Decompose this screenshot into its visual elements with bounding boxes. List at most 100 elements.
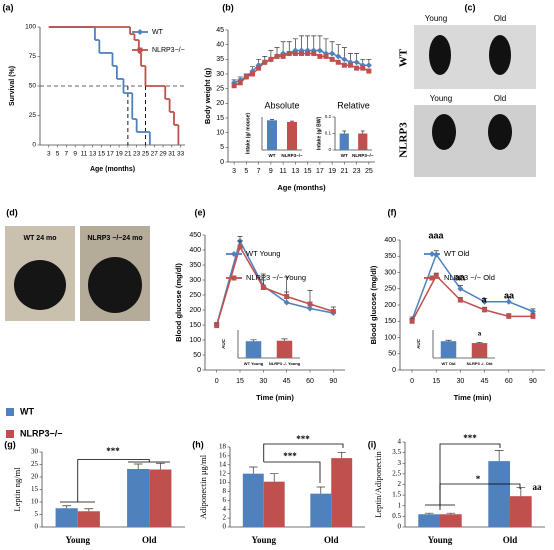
x-tick-label: WT	[341, 153, 348, 158]
series-line	[215, 238, 334, 326]
data-point	[335, 53, 342, 60]
series-line	[411, 253, 534, 320]
bar	[263, 481, 285, 527]
annotation: aa	[455, 272, 466, 282]
y-tick-label: 0	[398, 523, 402, 531]
mouse	[429, 35, 451, 75]
significance-bracket	[263, 461, 321, 483]
x-tick-label: 25	[365, 168, 373, 175]
error-bar	[494, 450, 504, 462]
bar	[267, 120, 277, 150]
data-point	[457, 297, 463, 303]
data-point	[311, 50, 317, 56]
x-axis-title: Age (months)	[277, 183, 326, 192]
y-axis-title: Blood glucose (mg/dl)	[174, 263, 183, 342]
y-tick-label: 30	[31, 448, 39, 456]
legend-label: WT	[152, 29, 164, 36]
y-tick-label: 18	[219, 443, 227, 451]
y-tick-label: 0	[392, 367, 396, 374]
x-tick-label: 19	[115, 151, 123, 158]
x-tick-label: 0	[410, 378, 414, 385]
data-point	[457, 285, 464, 292]
legend-label: NLRP3−/−	[20, 428, 63, 438]
y-tick-label: 30	[216, 71, 224, 78]
y-tick-label: 150	[384, 318, 396, 325]
y-tick-label: 0.1	[325, 131, 332, 136]
x-tick-label: 17	[107, 151, 115, 158]
panel-label: (c)	[465, 2, 476, 12]
x-tick-label: 31	[168, 151, 176, 158]
y-tick-label: 300	[384, 269, 396, 276]
x-tick-label: Old	[324, 535, 339, 545]
annotation: ***	[106, 446, 120, 456]
y-tick-label: 10	[31, 498, 39, 506]
y-tick-label: 50	[388, 351, 396, 358]
y-axis-title: Body weight (g)	[203, 67, 212, 124]
x-axis-title: Time (min)	[454, 393, 492, 402]
x-tick-label: 60	[505, 378, 513, 385]
y-tick-label: 100	[384, 334, 396, 341]
y-axis-title: Adiponectin μg/ml	[198, 454, 208, 519]
panel-label: (b)	[222, 2, 234, 12]
data-point	[353, 59, 360, 66]
data-point	[283, 299, 290, 306]
y-axis-title: Survival (%)	[9, 66, 16, 106]
y-tick-label: 3.5	[392, 448, 401, 456]
y-tick-label: 1	[398, 501, 402, 509]
y-tick-label: 0	[328, 147, 331, 152]
y-axis-title: Leptin ng/ml	[12, 467, 22, 512]
data-point	[284, 294, 290, 299]
y-tick-label: 2	[223, 514, 227, 522]
column-label: Young	[425, 14, 447, 23]
y-tick-label: 0	[197, 367, 201, 374]
annotation: aaa	[428, 230, 444, 240]
y-tick-label: 0	[32, 142, 36, 149]
x-tick-label: 21	[340, 168, 348, 175]
x-tick-label: 7	[65, 151, 69, 158]
legend-marker	[429, 275, 435, 281]
bar	[77, 511, 100, 527]
row-label: NLRP3	[398, 122, 410, 158]
data-point	[286, 50, 292, 56]
data-point	[250, 71, 255, 77]
legend-marker	[231, 275, 237, 281]
bar	[287, 121, 297, 150]
y-tick-label: 0.2	[325, 114, 332, 119]
y-tick-label: 0	[220, 159, 224, 166]
x-tick-label: 17	[316, 168, 324, 175]
x-tick-label: 45	[283, 378, 291, 385]
legend-label: WT Young	[246, 249, 280, 258]
x-tick-label: 33	[177, 151, 185, 158]
data-point	[274, 53, 280, 59]
error-bar	[281, 338, 288, 341]
photo	[414, 105, 536, 177]
x-tick-label: 15	[98, 151, 106, 158]
inset-title: Absolute	[264, 100, 299, 110]
data-point	[231, 83, 237, 89]
x-tick-label: NLRP3−/−	[281, 153, 303, 158]
x-tick-label: Young	[428, 535, 453, 545]
y-tick-label: 300	[189, 277, 201, 284]
legend-label: NLRP3 −/− Old	[444, 273, 495, 282]
annotation: ***	[296, 434, 310, 444]
data-point	[505, 298, 512, 305]
error-bar	[342, 130, 347, 134]
x-tick-label: WT Old	[442, 361, 457, 366]
y-tick-label: 20	[216, 100, 224, 107]
x-tick-label: Old	[142, 535, 157, 545]
panel-label: (e)	[195, 207, 206, 217]
data-point	[433, 273, 439, 279]
y-tick-label: 100	[25, 24, 36, 31]
error-bar	[445, 339, 452, 342]
mouse	[489, 35, 511, 75]
y-tick-label: 350	[384, 253, 396, 260]
bar	[245, 341, 262, 358]
x-tick-label: 30	[457, 378, 465, 385]
error-bar	[284, 276, 290, 297]
x-tick-label: 45	[481, 378, 489, 385]
y-axis-title: AUC	[221, 338, 226, 348]
significance-bracket	[439, 443, 501, 510]
y-tick-label: 20	[31, 473, 39, 481]
bar	[331, 458, 353, 527]
x-tick-label: 25	[142, 151, 150, 158]
